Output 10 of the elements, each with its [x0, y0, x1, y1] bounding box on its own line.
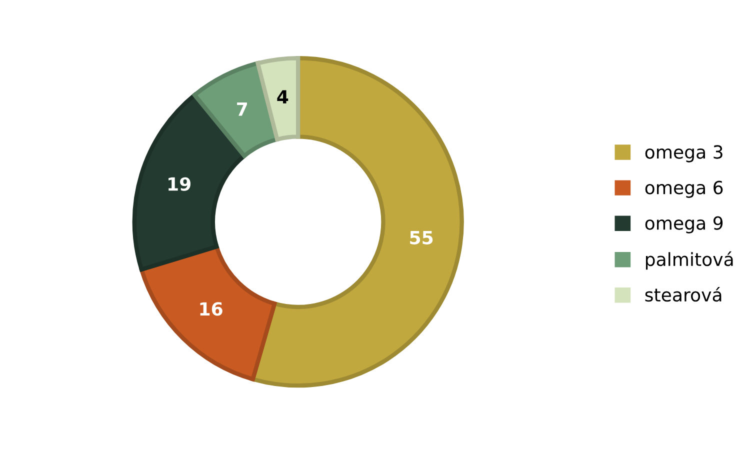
legend-label: stearová [645, 286, 722, 302]
data-label: 16 [200, 302, 222, 316]
data-label: 55 [410, 231, 433, 244]
legend-label: omega 6 [645, 180, 723, 198]
data-label: 7 [237, 102, 247, 116]
legend-label: omega 3 [645, 145, 722, 162]
data-label: 4 [277, 90, 288, 104]
legend-label: palmitová [646, 251, 733, 270]
data-label: 19 [168, 177, 190, 191]
legend-label: omega 9 [645, 216, 723, 234]
